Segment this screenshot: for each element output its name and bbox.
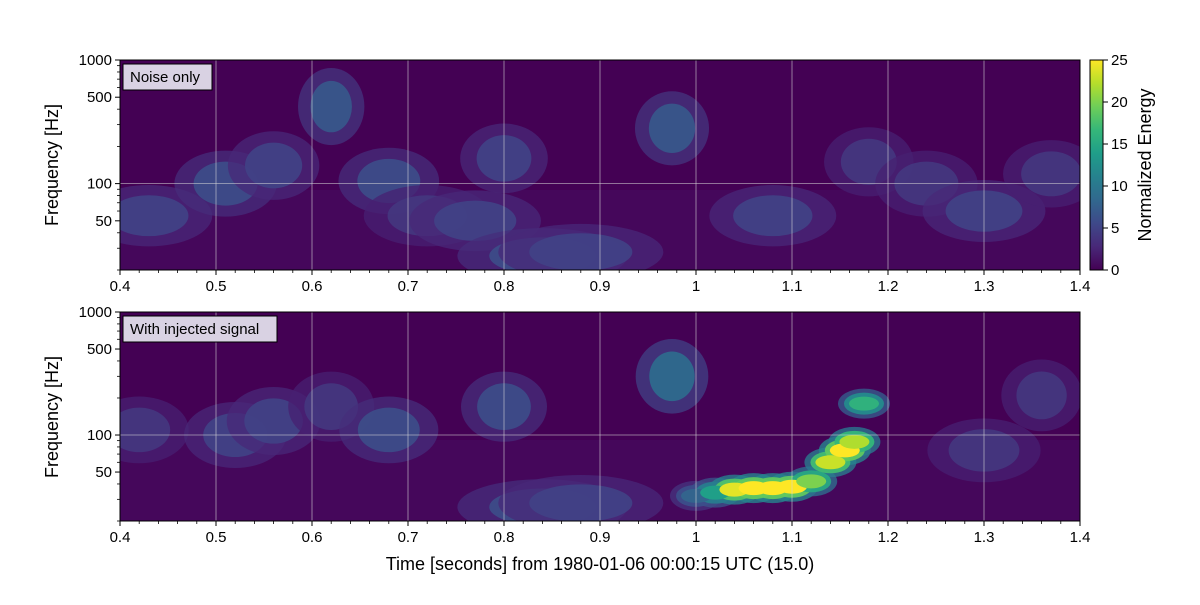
- y-axis-label: Frequency [Hz]: [42, 104, 62, 226]
- x-tick-label: 0.8: [494, 278, 515, 295]
- signal-point: [796, 474, 827, 489]
- signal-point: [849, 396, 879, 411]
- x-tick-label: 1: [692, 278, 700, 295]
- colorbar-label: Normalized Energy: [1135, 88, 1155, 241]
- panel-label: Noise only: [130, 69, 201, 86]
- x-tick-label: 0.6: [302, 278, 323, 295]
- x-tick-label: 1.2: [878, 278, 899, 295]
- signal-point: [839, 434, 870, 449]
- colorbar-tick-label: 10: [1111, 178, 1128, 195]
- y-tick-label: 500: [87, 341, 112, 358]
- panel-noise-only: 0.4 0.5 0.6 0.7 0.8 0.9 1 1.1 1.2 1.3 1.4 10005001…: [42, 52, 1091, 295]
- energy-blob: [310, 80, 352, 133]
- colorbar-tick-label: 0: [1111, 262, 1119, 279]
- colorbar: 0 5 10 15 20 25 Normalized Energy: [1089, 52, 1155, 279]
- y-tick-label: 1000: [79, 304, 112, 321]
- x-tick-label: 0.8: [494, 529, 515, 546]
- panel-label: With injected signal: [130, 321, 259, 338]
- grid-lines: [120, 312, 1080, 521]
- y-tick-group: 1000 500 100 50: [79, 52, 120, 271]
- signal-point: [815, 455, 846, 470]
- y-tick-label: 100: [87, 176, 112, 193]
- heatmap-with-signal: [120, 312, 1080, 521]
- x-tick-label: 0.5: [206, 278, 227, 295]
- colorbar-frame: [1089, 59, 1104, 271]
- y-axis-label: Frequency [Hz]: [42, 356, 62, 478]
- energy-blob: [529, 233, 633, 270]
- x-tick-label: 1.2: [878, 529, 899, 546]
- y-tick-label: 100: [87, 427, 112, 444]
- energy-blob: [733, 195, 813, 237]
- x-tick-label: 1: [692, 529, 700, 546]
- x-tick-group: 0.4 0.5 0.6 0.7 0.8 0.9 1 1.1 1.2 1.3 1.4: [110, 270, 1091, 295]
- heatmap-noise-only: [120, 60, 1080, 270]
- x-tick-label: 1.1: [782, 529, 803, 546]
- y-tick-label: 500: [87, 89, 112, 106]
- energy-blob: [357, 407, 420, 453]
- x-tick-label: 0.7: [398, 529, 419, 546]
- x-tick-label: 0.7: [398, 278, 419, 295]
- x-tick-label: 1.4: [1070, 278, 1091, 295]
- x-tick-label: 0.4: [110, 529, 131, 546]
- panel-label-box: With injected signal: [122, 315, 278, 343]
- panel-label-box: Noise only: [122, 63, 213, 91]
- x-tick-label: 0.6: [302, 529, 323, 546]
- colorbar-tick-group: 0 5 10 15 20 25: [1103, 52, 1128, 279]
- x-tick-label: 1.3: [974, 529, 995, 546]
- x-tick-label: 1.4: [1070, 529, 1091, 546]
- energy-blob: [1016, 371, 1067, 420]
- energy-blob: [244, 398, 303, 444]
- energy-blob: [120, 407, 171, 453]
- x-tick-label: 1.3: [974, 278, 995, 295]
- panel-with-injected-signal: 0.4 0.5 0.6 0.7 0.8 0.9 1 1.1 1.2 1.3 1.4 10005001…: [42, 304, 1090, 574]
- colorbar-tick-label: 5: [1111, 220, 1119, 237]
- energy-blob: [649, 351, 695, 402]
- y-tick-label: 1000: [79, 52, 112, 69]
- colorbar-tick-label: 25: [1111, 52, 1128, 69]
- energy-blob: [1021, 151, 1080, 197]
- y-tick-group: 1000 500 100 50: [79, 304, 120, 522]
- colorbar-gradient: [1090, 60, 1103, 270]
- grid-lines: [120, 60, 1080, 270]
- x-tick-label: 0.9: [590, 278, 611, 295]
- energy-blob: [120, 195, 189, 237]
- colorbar-tick-label: 20: [1111, 94, 1128, 111]
- y-tick-label: 50: [95, 464, 112, 481]
- colorbar-tick-label: 15: [1111, 136, 1128, 153]
- energy-blob: [245, 142, 303, 189]
- x-tick-label: 1.1: [782, 278, 803, 295]
- x-tick-label: 0.9: [590, 529, 611, 546]
- energy-blob: [648, 103, 696, 154]
- y-tick-label: 50: [95, 213, 112, 230]
- x-axis-label: Time [seconds] from 1980-01-06 00:00:15 …: [386, 554, 815, 574]
- energy-blob: [529, 484, 633, 521]
- energy-blob: [434, 200, 517, 242]
- x-tick-label: 0.4: [110, 278, 131, 295]
- x-tick-label: 0.5: [206, 529, 227, 546]
- x-tick-group: 0.4 0.5 0.6 0.7 0.8 0.9 1 1.1 1.2 1.3 1.4: [110, 521, 1091, 546]
